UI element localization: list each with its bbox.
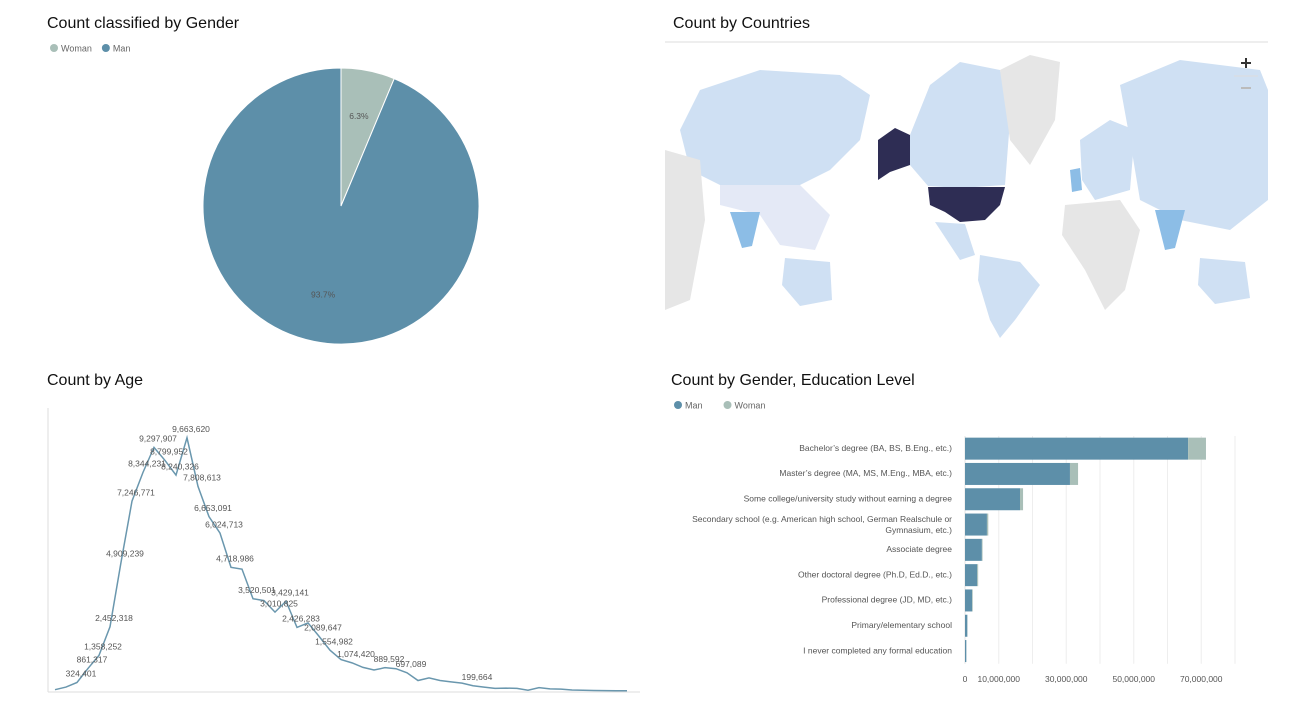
data-label: 2,089,647 [304, 622, 342, 632]
x-tick-label: 70,000,000 [1180, 674, 1223, 684]
slice-label: 6.3% [349, 111, 369, 121]
line [54, 434, 628, 692]
bar [965, 437, 1189, 460]
data-label: 697,089 [396, 659, 427, 669]
bar [1069, 462, 1079, 485]
bar [977, 564, 979, 587]
bar [965, 614, 968, 637]
data-label: 199,664 [462, 672, 493, 682]
world-map [665, 41, 1268, 338]
land [1155, 210, 1185, 250]
bar [965, 589, 973, 612]
data-label: 8,344,231 [128, 459, 166, 469]
data-label: 324,401 [66, 669, 97, 679]
data-label: 9,297,907 [139, 434, 177, 444]
chart-title: Count by Gender, Education Level [671, 372, 915, 389]
land [928, 187, 1005, 222]
data-label: 861,317 [77, 655, 108, 665]
bar [1020, 488, 1024, 511]
chart-title: Count by Age [47, 372, 143, 389]
data-label: 9,663,620 [172, 424, 210, 434]
bar [965, 538, 982, 561]
pie-slice [202, 67, 480, 345]
land [878, 128, 910, 180]
legend-label: Man [113, 43, 131, 53]
category-label-box: Secondary school (e.g. American high sch… [692, 513, 952, 535]
bar [965, 564, 978, 587]
data-label: 1,074,420 [337, 649, 375, 659]
land [680, 70, 870, 195]
data-label: 8,799,952 [150, 447, 188, 457]
land [1062, 200, 1140, 310]
x-tick-label: 10,000,000 [977, 674, 1020, 684]
data-label: 1,358,252 [84, 642, 122, 652]
data-label: 3,010,825 [260, 598, 298, 608]
chart-title: Count by Countries [673, 15, 810, 32]
category-label: Associate degree [886, 544, 952, 554]
legend-swatch [101, 44, 110, 52]
data-label: 889,592 [374, 654, 405, 664]
bar [965, 462, 1070, 485]
category-label: Professional degree (JD, MD, etc.) [822, 595, 953, 605]
category-label: I never completed any formal education [803, 645, 952, 655]
category-label: Some college/university study without ea… [744, 494, 953, 504]
land [1000, 55, 1060, 165]
land [1198, 258, 1250, 304]
category-label: Primary/elementary school [851, 620, 952, 630]
bar [965, 513, 987, 536]
legend-label: Woman [61, 43, 92, 53]
data-label: 2,452,318 [95, 613, 133, 623]
land [910, 62, 1010, 188]
bar [965, 640, 967, 663]
data-label: 3,429,141 [271, 587, 309, 597]
x-tick-label: 0 [963, 674, 968, 684]
data-label: 3,520,501 [238, 585, 276, 595]
land [720, 185, 830, 250]
data-label: 4,718,986 [216, 554, 254, 564]
data-label: 7,246,771 [117, 487, 155, 497]
bar [1188, 437, 1206, 460]
legend-swatch [674, 401, 682, 409]
category-label: Other doctoral degree (Ph.D, Ed.D., etc.… [798, 569, 952, 579]
category-label: Bachelor’s degree (BA, BS, B.Eng., etc.) [799, 443, 952, 453]
land [1070, 168, 1082, 192]
data-label: 6,653,091 [194, 503, 232, 513]
bar [986, 513, 989, 536]
data-label: 1,554,982 [315, 637, 353, 647]
legend-swatch [723, 401, 732, 409]
land [730, 212, 760, 248]
legend-label: Man [685, 400, 703, 410]
data-label: 7,808,613 [183, 473, 221, 483]
land [978, 255, 1040, 338]
data-label: 2,426,283 [282, 614, 320, 624]
chart-title: Count classified by Gender [47, 15, 240, 32]
x-tick-label: 30,000,000 [1045, 674, 1088, 684]
slice-label: 93.7% [311, 290, 336, 300]
legend-swatch [50, 44, 58, 52]
data-label: 6,024,713 [205, 519, 243, 529]
land [782, 258, 832, 306]
bar [965, 488, 1021, 511]
land [665, 150, 705, 310]
category-label: Master’s degree (MA, MS, M.Eng., MBA, et… [779, 468, 952, 478]
bar [981, 538, 983, 561]
land [1120, 60, 1268, 230]
data-label: 8,240,326 [161, 461, 199, 471]
category-label: Secondary school (e.g. American high sch… [692, 513, 952, 535]
legend-label: Woman [735, 400, 766, 410]
data-label: 4,909,239 [106, 549, 144, 559]
land [935, 222, 975, 260]
x-tick-label: 50,000,000 [1112, 674, 1155, 684]
bar [972, 589, 973, 612]
land [1080, 120, 1135, 200]
